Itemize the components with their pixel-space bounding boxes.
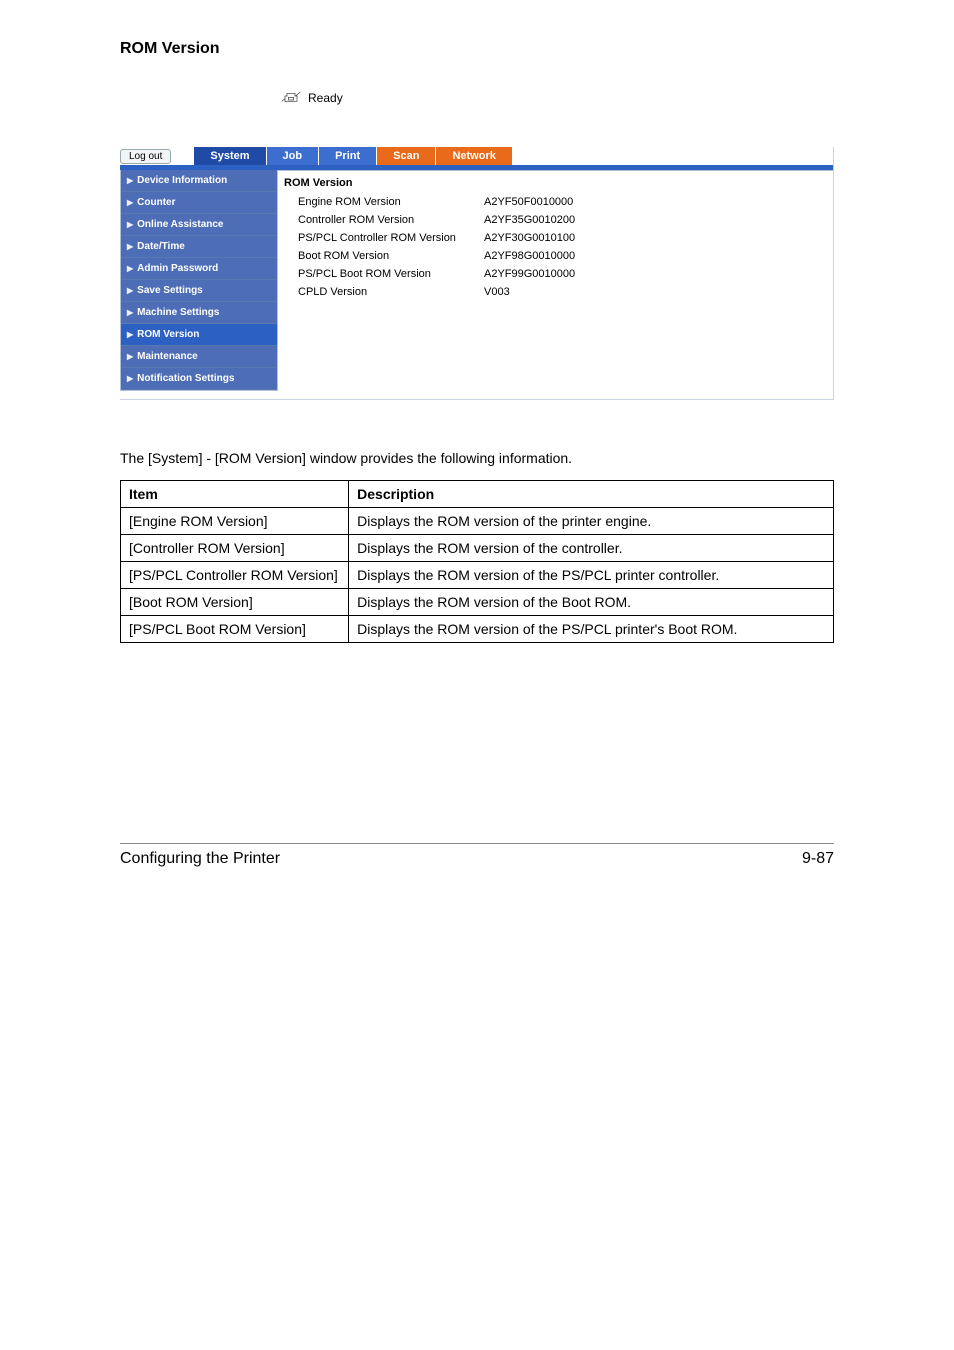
content-title: ROM Version [284,175,825,193]
kv-row: Controller ROM VersionA2YF35G0010200 [284,211,825,229]
kv-key: Engine ROM Version [298,196,484,208]
table-row: [Controller ROM Version]Displays the ROM… [121,535,834,562]
kv-value: A2YF35G0010200 [484,214,575,226]
sidebar-item-counter[interactable]: ▶ Counter [121,192,277,214]
sidebar-item-label: Online Assistance [137,219,223,230]
content-panel: ROM Version Engine ROM VersionA2YF50F001… [278,170,833,391]
table-header-item: Item [121,481,349,508]
doc-paragraph: The [System] - [ROM Version] window prov… [120,450,834,466]
tab-system[interactable]: System [194,147,266,165]
sidebar-item-label: Admin Password [137,263,218,274]
table-cell-description: Displays the ROM version of the controll… [349,535,834,562]
table-cell-item: [PS/PCL Boot ROM Version] [121,616,349,643]
tab-job[interactable]: Job [267,147,320,165]
chevron-right-icon: ▶ [127,220,133,229]
sidebar: ▶ Device Information ▶ Counter ▶ Online Assis… [120,170,278,391]
kv-key: Controller ROM Version [298,214,484,226]
kv-row: CPLD VersionV003 [284,283,825,301]
sidebar-item-label: Machine Settings [137,307,219,318]
sidebar-item-label: Counter [137,197,175,208]
tab-network[interactable]: Network [436,147,512,165]
table-cell-item: [PS/PCL Controller ROM Version] [121,562,349,589]
chevron-right-icon: ▶ [127,176,133,185]
kv-key: PS/PCL Controller ROM Version [298,232,484,244]
sidebar-item-device-information[interactable]: ▶ Device Information [121,170,277,192]
sidebar-item-save-settings[interactable]: ▶ Save Settings [121,280,277,302]
tab-print[interactable]: Print [319,147,377,165]
table-cell-description: Displays the ROM version of the PS/PCL p… [349,562,834,589]
rom-version-list: Engine ROM VersionA2YF50F0010000Controll… [284,193,825,301]
sidebar-item-label: Device Information [137,175,227,186]
table-cell-item: [Boot ROM Version] [121,589,349,616]
status-text: Ready [308,91,343,105]
kv-key: PS/PCL Boot ROM Version [298,268,484,280]
chevron-right-icon: ▶ [127,330,133,339]
sidebar-item-notification-settings[interactable]: ▶ Notification Settings [121,368,277,390]
kv-key: CPLD Version [298,286,484,298]
sidebar-item-admin-password[interactable]: ▶ Admin Password [121,258,277,280]
chevron-right-icon: ▶ [127,352,133,361]
tabs: SystemJobPrintScanNetwork [194,147,512,165]
kv-value: A2YF50F0010000 [484,196,573,208]
page-footer: Configuring the Printer 9-87 [120,843,834,868]
chevron-right-icon: ▶ [127,308,133,317]
sidebar-item-machine-settings[interactable]: ▶ Machine Settings [121,302,277,324]
app-screenshot: Log out SystemJobPrintScanNetwork ▶ Devic… [120,147,834,400]
sidebar-item-label: Notification Settings [137,373,234,384]
sidebar-item-rom-version[interactable]: ▶ ROM Version [121,324,277,346]
kv-row: PS/PCL Boot ROM VersionA2YF99G0010000 [284,265,825,283]
kv-row: Boot ROM VersionA2YF98G0010000 [284,247,825,265]
kv-row: Engine ROM VersionA2YF50F0010000 [284,193,825,211]
tab-scan[interactable]: Scan [377,147,436,165]
table-row: [Engine ROM Version]Displays the ROM ver… [121,508,834,535]
table-row: [PS/PCL Boot ROM Version]Displays the RO… [121,616,834,643]
chevron-right-icon: ▶ [127,264,133,273]
chevron-right-icon: ▶ [127,286,133,295]
table-row: [Boot ROM Version]Displays the ROM versi… [121,589,834,616]
page-heading: ROM Version [120,40,834,58]
chevron-right-icon: ▶ [127,374,133,383]
footer-right: 9-87 [802,850,834,868]
table-cell-description: Displays the ROM version of the printer … [349,508,834,535]
table-cell-description: Displays the ROM version of the PS/PCL p… [349,616,834,643]
sidebar-item-date-time[interactable]: ▶ Date/Time [121,236,277,258]
kv-row: PS/PCL Controller ROM VersionA2YF30G0010… [284,229,825,247]
footer-left: Configuring the Printer [120,850,280,868]
table-cell-description: Displays the ROM version of the Boot ROM… [349,589,834,616]
sidebar-item-label: Save Settings [137,285,203,296]
info-table: Item Description [Engine ROM Version]Dis… [120,480,834,643]
logout-button[interactable]: Log out [120,149,171,164]
chevron-right-icon: ▶ [127,198,133,207]
kv-value: V003 [484,286,510,298]
sidebar-item-label: Date/Time [137,241,185,252]
kv-value: A2YF30G0010100 [484,232,575,244]
printer-icon [280,88,302,107]
sidebar-item-label: ROM Version [137,329,199,340]
sidebar-item-maintenance[interactable]: ▶ Maintenance [121,346,277,368]
table-row: [PS/PCL Controller ROM Version]Displays … [121,562,834,589]
table-header-description: Description [349,481,834,508]
kv-value: A2YF99G0010000 [484,268,575,280]
sidebar-item-online-assistance[interactable]: ▶ Online Assistance [121,214,277,236]
sidebar-item-label: Maintenance [137,351,198,362]
table-cell-item: [Engine ROM Version] [121,508,349,535]
status-bar: Ready [280,88,834,107]
kv-value: A2YF98G0010000 [484,250,575,262]
chevron-right-icon: ▶ [127,242,133,251]
kv-key: Boot ROM Version [298,250,484,262]
table-cell-item: [Controller ROM Version] [121,535,349,562]
tab-row: Log out SystemJobPrintScanNetwork [120,147,833,165]
